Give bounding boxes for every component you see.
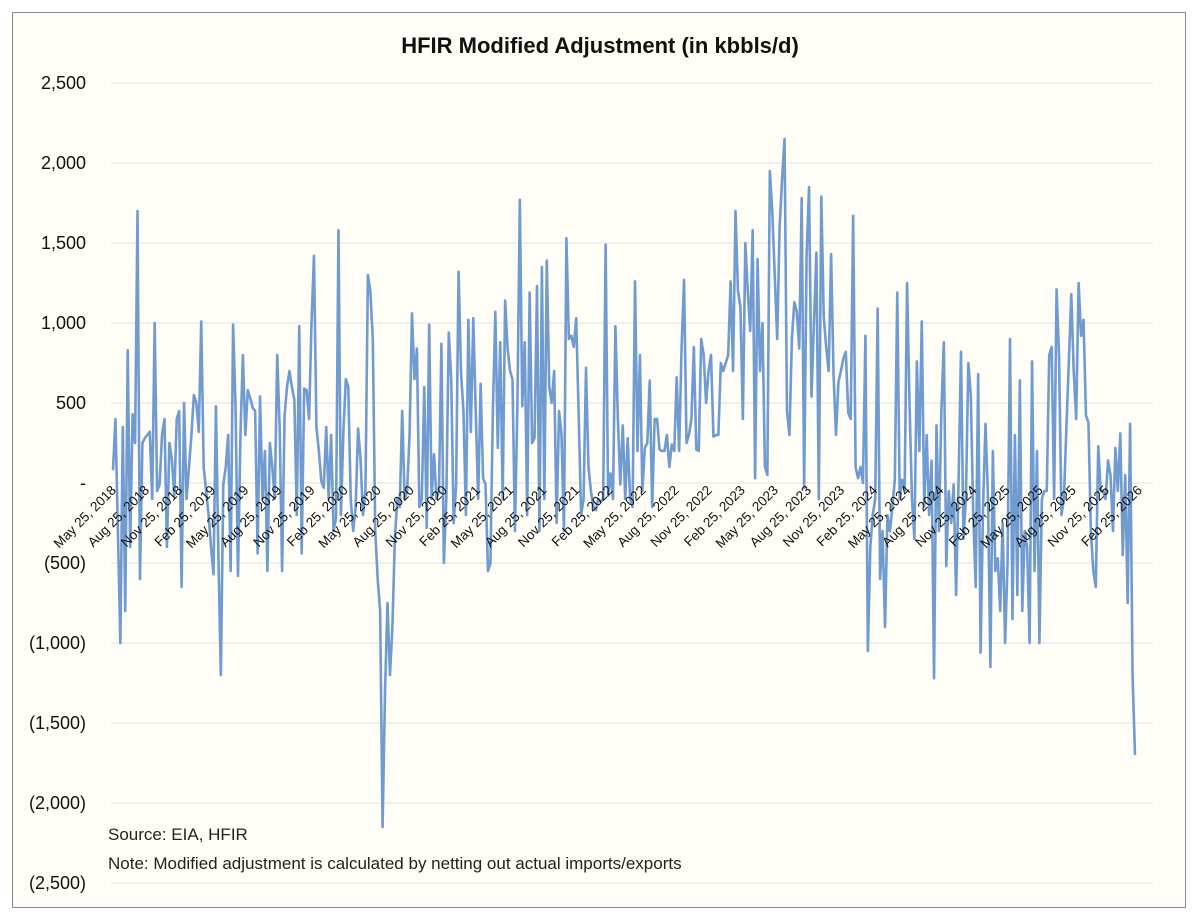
chart-svg: HFIR Modified Adjustment (in kbbls/d) 2,… <box>29 33 1153 893</box>
y-tick-label: (1,000) <box>29 633 86 653</box>
chart-title: HFIR Modified Adjustment (in kbbls/d) <box>401 33 799 58</box>
y-tick-label: 2,000 <box>41 153 86 173</box>
series-layer <box>111 137 1137 829</box>
series-line <box>111 137 1137 829</box>
y-tick-label: (500) <box>44 553 86 573</box>
chart-frame: HFIR Modified Adjustment (in kbbls/d) 2,… <box>12 12 1186 908</box>
y-tick-label: (1,500) <box>29 713 86 733</box>
y-tick-label: 2,500 <box>41 73 86 93</box>
y-tick-label: 1,500 <box>41 233 86 253</box>
y-axis-ticks: 2,500 2,000 1,500 1,000 500 - (500) (1,000) (1,5… <box>29 73 86 893</box>
y-tick-label: 1,000 <box>41 313 86 333</box>
source-note: Source: EIA, HFIR <box>108 825 248 844</box>
y-tick-label: (2,000) <box>29 793 86 813</box>
y-tick-label: 500 <box>56 393 86 413</box>
method-note: Note: Modified adjustment is calculated … <box>108 854 682 873</box>
y-tick-label: - <box>80 473 86 493</box>
y-tick-label: (2,500) <box>29 873 86 893</box>
